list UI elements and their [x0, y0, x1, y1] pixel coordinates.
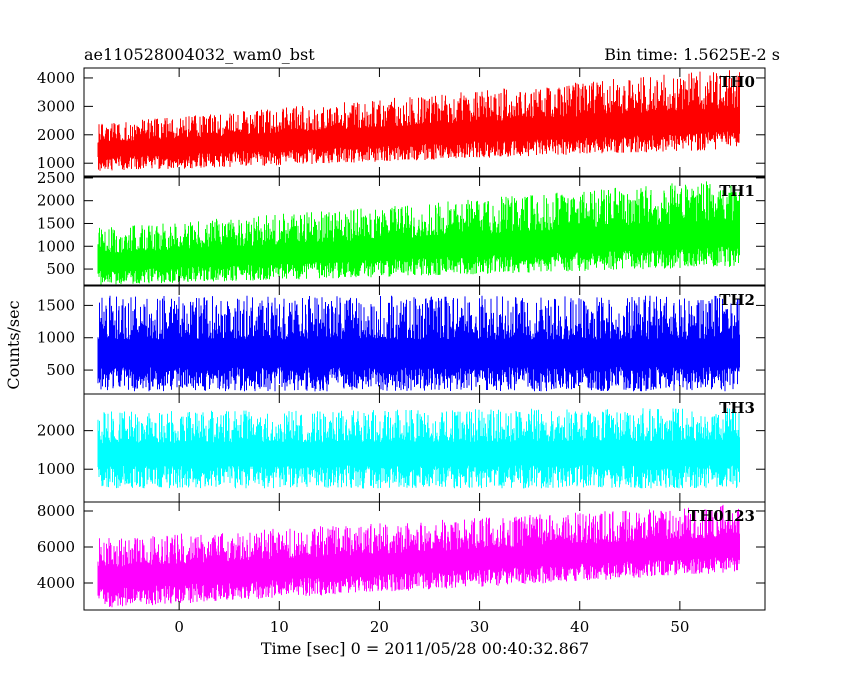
- y-tick-label: 4000: [37, 69, 75, 87]
- x-tick-label: 30: [470, 618, 489, 636]
- y-axis-title: Counts/sec: [4, 300, 23, 389]
- panel-frame: [83, 67, 766, 177]
- bin-time-label: Bin time: 1.5625E-2 s: [604, 45, 780, 64]
- series-trace-th1: [97, 181, 740, 285]
- y-tick-label: 3000: [37, 97, 75, 115]
- series-label-th0123: TH0123: [688, 507, 755, 525]
- y-tick-label: 2000: [37, 422, 75, 440]
- y-tick-label: 500: [46, 361, 75, 379]
- y-tick-label: 1500: [37, 214, 75, 232]
- y-tick-label: 2000: [37, 192, 75, 210]
- series-label-th3: TH3: [719, 399, 755, 417]
- y-tick-label: 6000: [37, 538, 75, 556]
- x-tick-label: 40: [570, 618, 589, 636]
- y-tick-label: 1500: [37, 296, 75, 314]
- x-tick-label: 50: [670, 618, 689, 636]
- y-tick-label: 1000: [37, 460, 75, 478]
- panel-th2: 500 1000 1500 TH2: [37, 285, 766, 395]
- y-tick-label: 1000: [37, 237, 75, 255]
- y-tick-label: 2000: [37, 126, 75, 144]
- panel-th3: 1000 2000 TH3: [37, 393, 766, 503]
- panel-th0123: 4000 6000 8000 TH0123: [37, 501, 766, 611]
- x-tick-label: 0: [174, 618, 184, 636]
- panel-th0: 1000 2000 3000 4000 TH0: [37, 67, 766, 177]
- series-trace-th0123: [97, 504, 740, 608]
- x-axis-labels: 0 10 20 30 40 50: [174, 618, 689, 636]
- series-label-th0: TH0: [719, 73, 755, 91]
- y-tick-label: 8000: [37, 502, 75, 520]
- figure-title: ae110528004032_wam0_bst: [84, 45, 315, 64]
- series-trace-th3: [97, 408, 740, 489]
- y-tick-label: 1000: [37, 154, 75, 172]
- y-tick-label: 2500: [37, 169, 75, 187]
- series-trace-th2: [97, 295, 740, 392]
- y-tick-label: 500: [46, 260, 75, 278]
- series-trace-th0: [97, 70, 740, 171]
- series-label-th2: TH2: [719, 291, 755, 309]
- series-label-th1: TH1: [719, 182, 755, 200]
- panel-frame: [83, 176, 766, 286]
- panels: 1000 2000 3000 4000 TH0 500 1000 1500 2000 2500 TH…: [37, 67, 766, 611]
- panel-frame: [83, 501, 766, 611]
- x-tick-label: 10: [270, 618, 289, 636]
- y-tick-label: 4000: [37, 574, 75, 592]
- x-axis-title: Time [sec] 0 = 2011/05/28 00:40:32.867: [261, 639, 589, 658]
- panel-th1: 500 1000 1500 2000 2500 TH1: [37, 169, 766, 286]
- y-tick-label: 1000: [37, 329, 75, 347]
- x-tick-label: 20: [370, 618, 389, 636]
